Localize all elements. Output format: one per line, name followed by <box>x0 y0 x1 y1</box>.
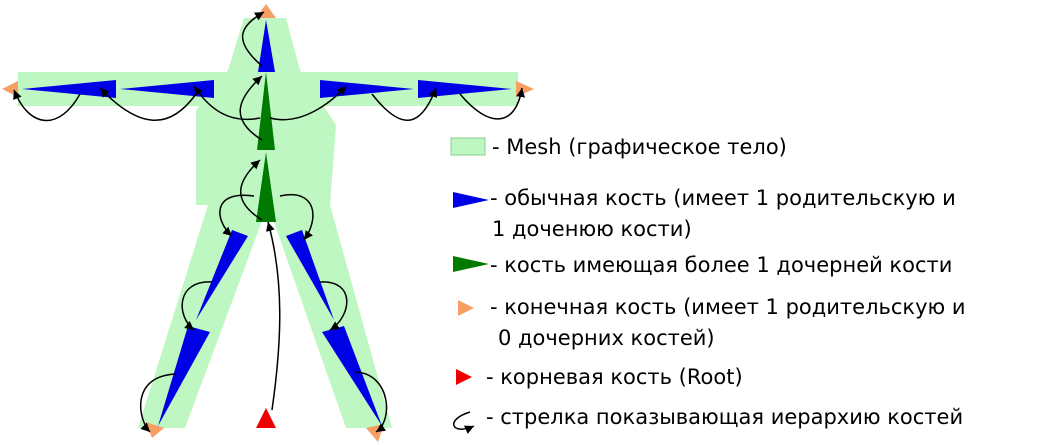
legend-curved-arrow-icon <box>452 411 475 434</box>
right-arm-bone-2 <box>418 80 512 98</box>
legend-root-bone-icon <box>456 369 472 385</box>
right-leg-bone-2 <box>322 326 382 426</box>
arrow-neck-to-head <box>242 11 265 67</box>
arrow-upper-spine-to-neck <box>239 75 263 141</box>
left-leg-bone-1 <box>196 230 248 320</box>
arrow-spine-to-right-leg <box>279 193 314 241</box>
legend-mesh-text: - Mesh (графическое тело) <box>492 135 787 159</box>
legend-root-bone-text: - корневая кость (Root) <box>486 365 743 389</box>
legend-mesh-icon <box>450 137 486 156</box>
arrow-right-leg-2-to-foot <box>355 371 388 433</box>
upper-spine-bone <box>257 72 275 150</box>
arrow-left-leg-1-to-2 <box>181 281 213 331</box>
legend-arrow-text: - стрелка показывающая иерархию костей <box>486 405 963 429</box>
legend-end-bone-icon <box>458 300 474 316</box>
legend-regular-bone-icon <box>453 192 489 208</box>
arrow-left-arm-2-to-hand <box>13 89 81 122</box>
arrow-right-arm-1-to-2 <box>371 87 437 121</box>
legend-end-bone-text-2: 0 дочерних костей) <box>498 326 715 350</box>
left-arm-bone-1 <box>120 80 214 98</box>
arrow-upper-spine-to-left-arm <box>193 85 261 121</box>
legend-regular-bone-text-1: - обычная кость (имеет 1 родительскую и <box>490 186 956 210</box>
neck-bone <box>258 20 275 72</box>
end-bone-right-hand <box>516 81 534 97</box>
legend: - Mesh (графическое тело) - обычная кост… <box>450 135 966 434</box>
arrow-left-arm-1-to-2 <box>99 87 197 121</box>
hierarchy-arrows <box>13 11 526 433</box>
right-leg-bone-1 <box>286 230 334 320</box>
end-bone-left-foot <box>146 422 164 438</box>
arrow-spine-to-left-leg <box>219 194 255 237</box>
arrow-right-leg-1-to-2 <box>319 281 348 331</box>
lower-spine-bone <box>256 152 276 222</box>
arrow-right-arm-2-to-hand <box>459 87 526 120</box>
arrow-upper-spine-to-right-arm <box>269 85 347 121</box>
left-leg-bone-2 <box>158 326 210 426</box>
arrow-spine-to-upper-spine <box>240 159 263 221</box>
legend-multi-child-bone-icon <box>453 256 489 272</box>
legend-multi-child-bone-text: - кость имеющая более 1 дочерней кости <box>490 253 952 277</box>
mesh-left-leg <box>138 205 268 428</box>
arrow-root-to-spine <box>266 221 281 411</box>
left-arm-bone-2 <box>22 80 116 98</box>
arrow-left-leg-2-to-foot <box>140 373 177 433</box>
skeleton-bones <box>2 4 534 442</box>
legend-regular-bone-text-2: 1 доченюю кости) <box>492 217 692 241</box>
legend-end-bone-text-1: - конечная кость (имеет 1 родительскую и <box>490 295 966 319</box>
root-bone <box>256 408 276 428</box>
mesh-right-leg <box>268 205 392 428</box>
